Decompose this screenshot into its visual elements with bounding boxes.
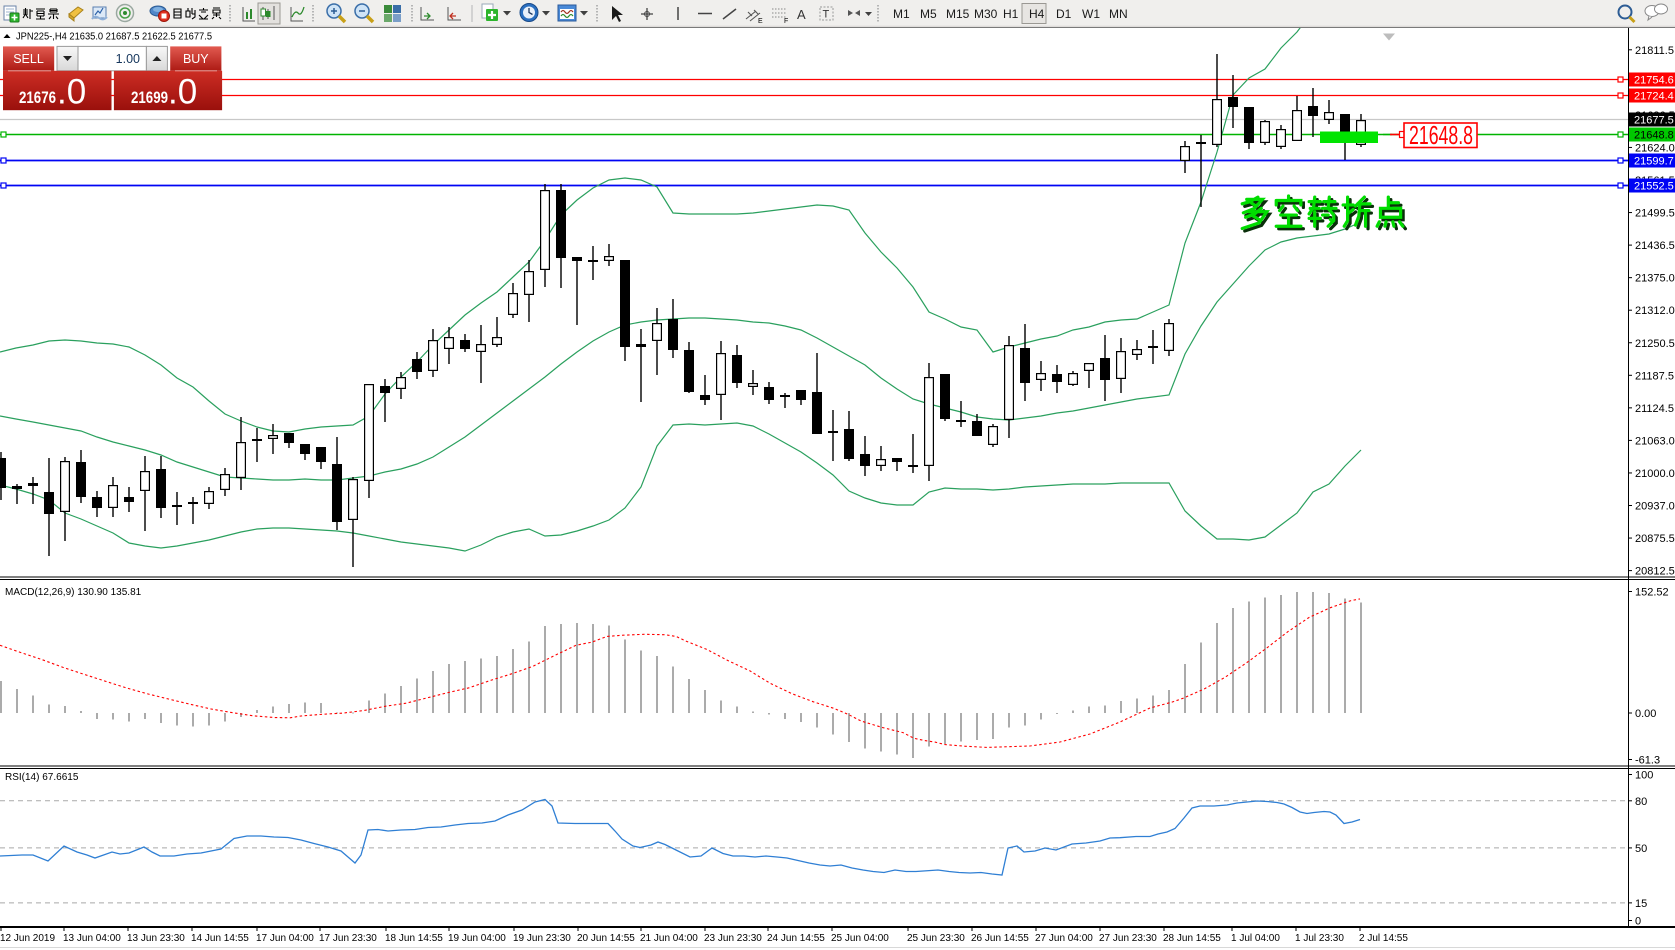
svg-text:1 Jul 04:00: 1 Jul 04:00 [1231,933,1280,944]
svg-text:20937.0: 20937.0 [1635,501,1675,513]
svg-text:E: E [758,18,763,25]
svg-text:21699: 21699 [131,88,168,107]
svg-text:26 Jun 14:55: 26 Jun 14:55 [971,933,1029,944]
svg-text:21648.8: 21648.8 [1409,120,1473,150]
svg-text:15: 15 [1635,898,1647,910]
svg-text:M30: M30 [974,7,998,21]
svg-text:25 Jun 23:30: 25 Jun 23:30 [907,933,965,944]
svg-text:19 Jun 04:00: 19 Jun 04:00 [448,933,506,944]
svg-text:21754.6: 21754.6 [1634,75,1674,87]
svg-text:F: F [784,18,788,25]
svg-text:21676: 21676 [19,88,56,107]
svg-text:19 Jun 23:30: 19 Jun 23:30 [513,933,571,944]
svg-text:JPN225-,H4 21635.0 21687.5 21: JPN225-,H4 21635.0 21687.5 21622.5 21677… [16,32,212,43]
svg-text:W1: W1 [1082,7,1100,21]
svg-text:H1: H1 [1003,7,1019,21]
svg-text:24 Jun 14:55: 24 Jun 14:55 [767,933,825,944]
svg-text:D1: D1 [1056,7,1072,21]
svg-text:21499.5: 21499.5 [1635,208,1675,220]
svg-text:MACD(12,26,9) 130.90 135.81: MACD(12,26,9) 130.90 135.81 [5,587,142,598]
svg-text:M15: M15 [946,7,970,21]
svg-text:27 Jun 04:00: 27 Jun 04:00 [1035,933,1093,944]
svg-text:21436.5: 21436.5 [1635,240,1675,252]
svg-text:21312.0: 21312.0 [1635,305,1675,317]
svg-text:18 Jun 14:55: 18 Jun 14:55 [385,933,443,944]
svg-text:.0: .0 [168,73,197,112]
svg-text:27 Jun 23:30: 27 Jun 23:30 [1099,933,1157,944]
svg-text:23 Jun 23:30: 23 Jun 23:30 [704,933,762,944]
svg-text:21599.7: 21599.7 [1634,156,1674,168]
svg-text:T: T [823,9,830,21]
svg-text:21677.5: 21677.5 [1634,115,1674,127]
svg-text:20 Jun 14:55: 20 Jun 14:55 [577,933,635,944]
svg-text:17 Jun 23:30: 17 Jun 23:30 [319,933,377,944]
svg-text:12 Jun 2019: 12 Jun 2019 [0,933,55,944]
svg-text:13 Jun 23:30: 13 Jun 23:30 [127,933,185,944]
svg-text:A: A [797,7,806,22]
svg-text:20875.5: 20875.5 [1635,533,1675,545]
svg-text:21724.4: 21724.4 [1634,91,1674,103]
svg-text:M1: M1 [893,7,910,21]
svg-text:-61.3: -61.3 [1635,755,1660,767]
svg-text:21187.5: 21187.5 [1635,370,1674,382]
svg-text:14 Jun 14:55: 14 Jun 14:55 [191,933,249,944]
svg-text:21375.0: 21375.0 [1635,273,1675,285]
svg-text:20812.5: 20812.5 [1635,566,1675,578]
svg-text:21124.5: 21124.5 [1635,403,1674,415]
svg-text:100: 100 [1635,770,1653,782]
svg-text:1 Jul 23:30: 1 Jul 23:30 [1295,933,1344,944]
svg-text:50: 50 [1635,843,1647,855]
svg-text:21552.5: 21552.5 [1634,181,1674,193]
svg-text:21000.0: 21000.0 [1635,468,1675,480]
svg-text:25 Jun 04:00: 25 Jun 04:00 [831,933,889,944]
svg-text:RSI(14) 67.6615: RSI(14) 67.6615 [5,772,79,783]
svg-text:21250.5: 21250.5 [1635,338,1675,350]
svg-text:0: 0 [1635,916,1641,928]
svg-text:28 Jun 14:55: 28 Jun 14:55 [1163,933,1221,944]
svg-text:21648.8: 21648.8 [1634,130,1674,142]
svg-text:13 Jun 04:00: 13 Jun 04:00 [63,933,121,944]
svg-text:17 Jun 04:00: 17 Jun 04:00 [256,933,314,944]
svg-text:2 Jul 14:55: 2 Jul 14:55 [1359,933,1408,944]
svg-text:0.00: 0.00 [1635,708,1656,720]
svg-text:M5: M5 [920,7,937,21]
svg-text:80: 80 [1635,796,1647,808]
svg-text:21811.5: 21811.5 [1635,45,1674,57]
svg-text:H4: H4 [1029,7,1045,21]
svg-text:21624.0: 21624.0 [1635,142,1675,154]
svg-text:21 Jun 04:00: 21 Jun 04:00 [640,933,698,944]
svg-text:MN: MN [1109,7,1128,21]
svg-text:1.00: 1.00 [116,52,140,66]
svg-text:SELL: SELL [13,52,44,66]
svg-text:21063.0: 21063.0 [1635,435,1675,447]
svg-text:BUY: BUY [183,52,209,66]
svg-text:152.52: 152.52 [1635,587,1669,599]
svg-text:.0: .0 [57,73,86,112]
